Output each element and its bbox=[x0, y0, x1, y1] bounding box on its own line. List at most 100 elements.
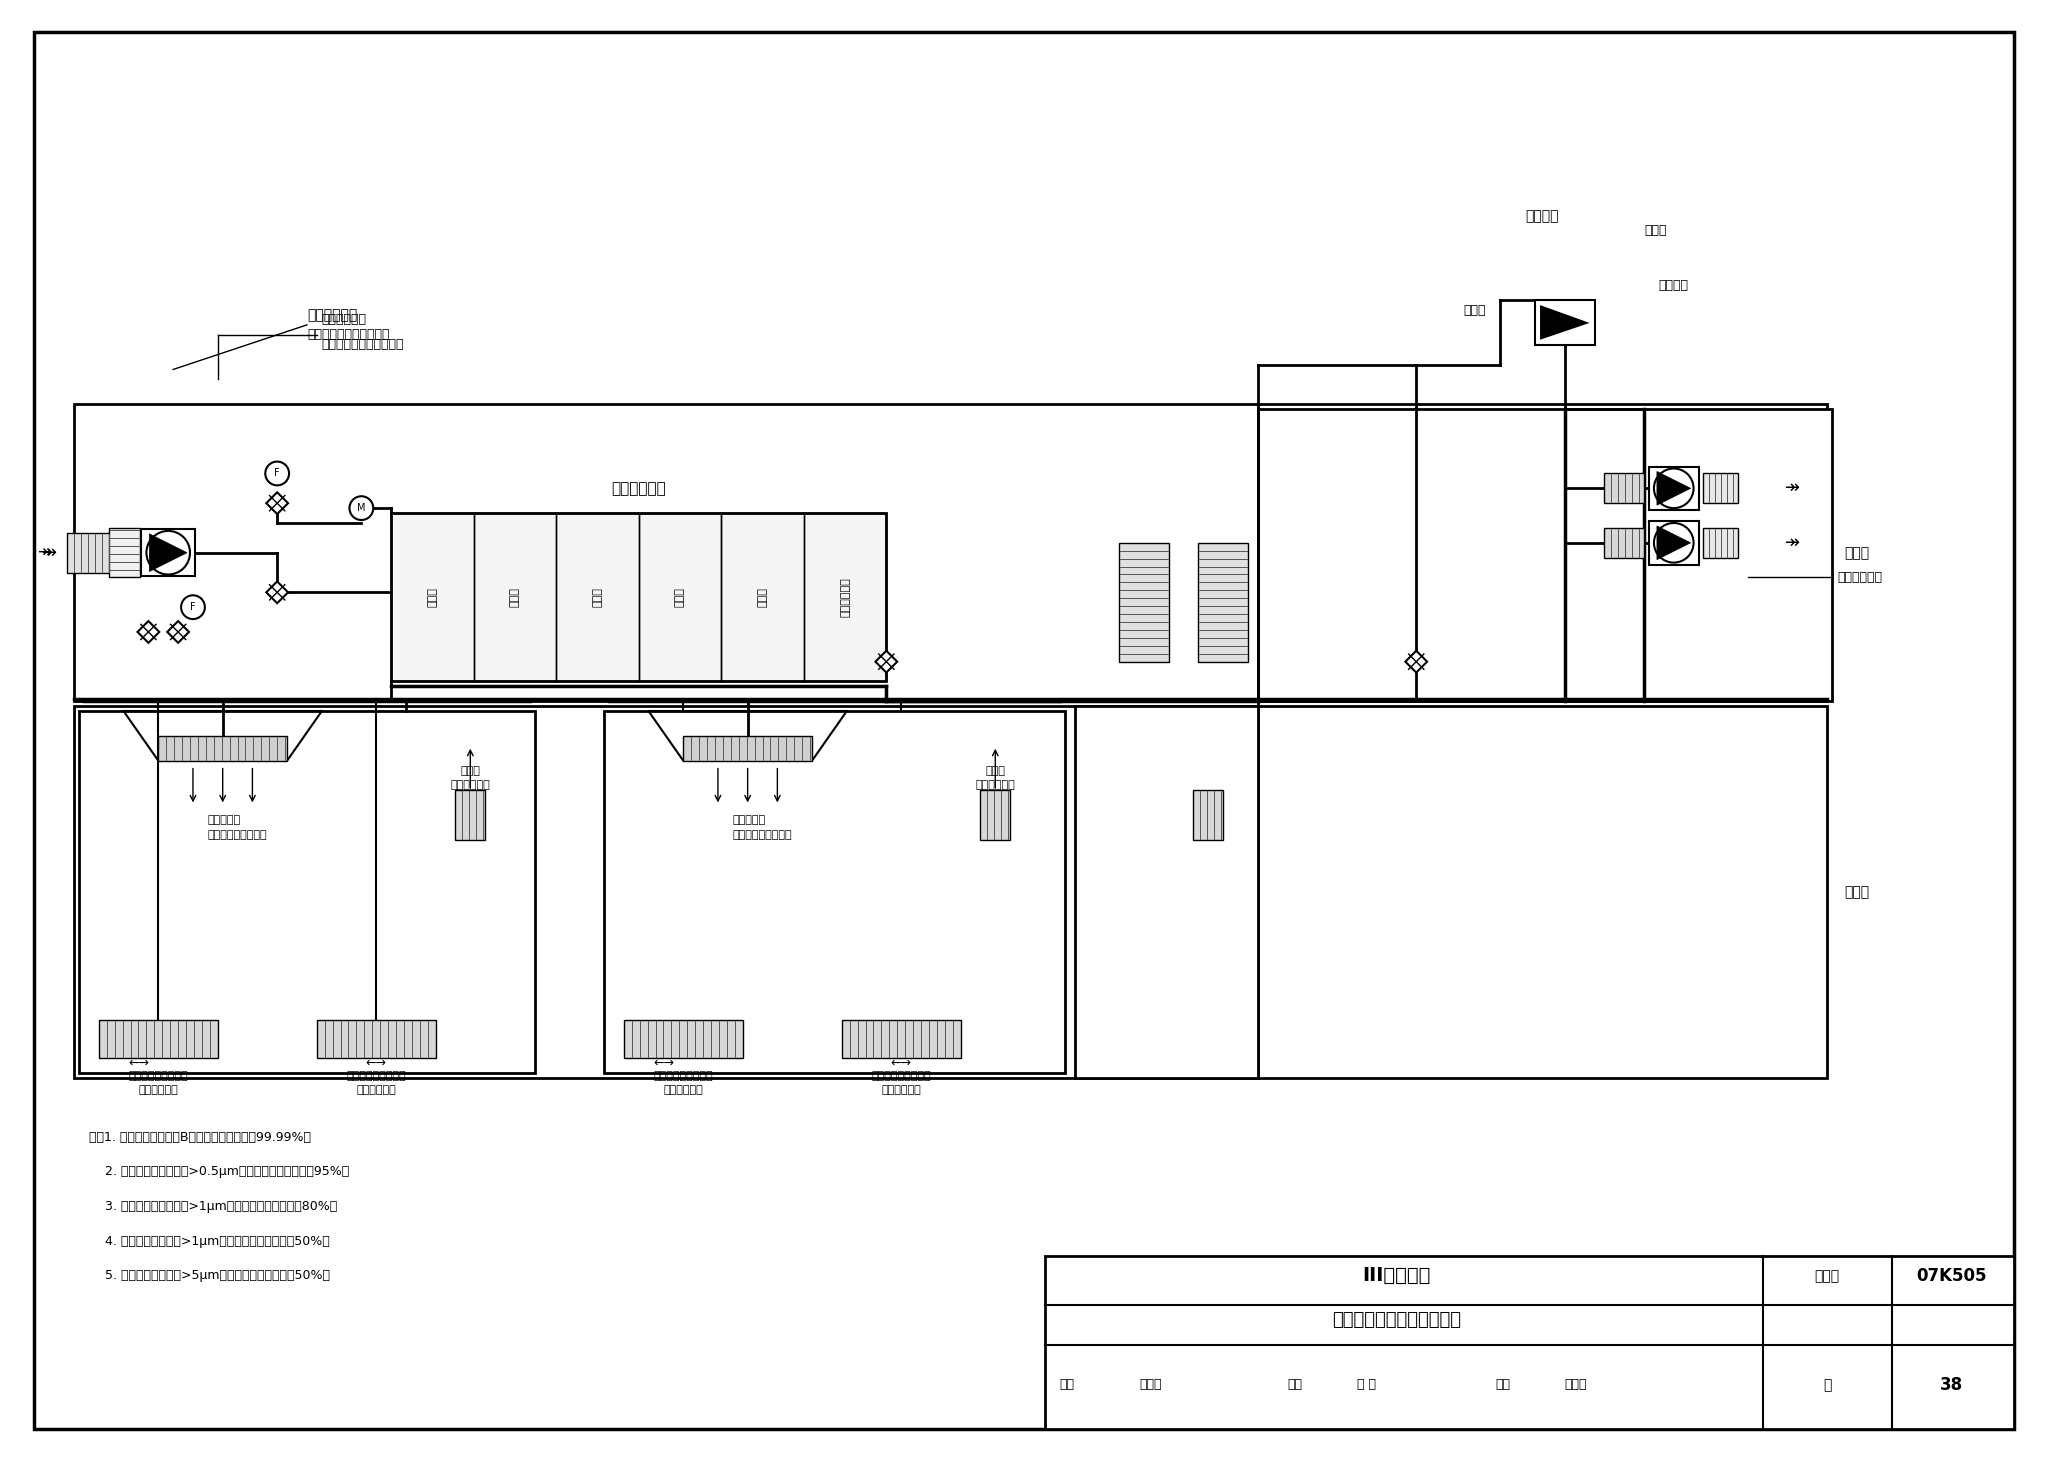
Bar bbox=[981, 790, 1010, 840]
Text: 排风口: 排风口 bbox=[985, 766, 1006, 776]
Text: 2. 亚高效过滤器效率：>0.5μm大气尘计数效率不低于95%。: 2. 亚高效过滤器效率：>0.5μm大气尘计数效率不低于95%。 bbox=[88, 1166, 350, 1178]
Text: 设计: 设计 bbox=[1495, 1378, 1511, 1391]
Circle shape bbox=[1655, 523, 1694, 562]
Bar bbox=[1198, 543, 1247, 662]
Bar bbox=[721, 513, 803, 681]
Text: 混合段: 混合段 bbox=[428, 587, 438, 608]
Text: 排风机组: 排风机组 bbox=[1659, 279, 1690, 292]
Bar bbox=[1075, 706, 1257, 1078]
Bar bbox=[1704, 473, 1739, 503]
Circle shape bbox=[1655, 469, 1694, 508]
Polygon shape bbox=[1540, 305, 1589, 340]
Text: 校对: 校对 bbox=[1288, 1378, 1303, 1391]
Text: 袁白妹: 袁白妹 bbox=[1565, 1378, 1587, 1391]
Bar bbox=[639, 513, 721, 681]
Bar bbox=[604, 712, 1065, 1072]
Text: 配中效过滤器: 配中效过滤器 bbox=[664, 1084, 702, 1094]
Text: 3. 高中效过滤器效率：>1μm大气尘计数效率不低于80%。: 3. 高中效过滤器效率：>1μm大气尘计数效率不低于80%。 bbox=[88, 1199, 338, 1213]
Polygon shape bbox=[150, 533, 186, 571]
Polygon shape bbox=[137, 621, 160, 643]
Text: ↠: ↠ bbox=[37, 543, 51, 561]
Circle shape bbox=[266, 462, 289, 485]
Text: 配中效过滤器: 配中效过滤器 bbox=[881, 1084, 922, 1094]
Text: ←→: ←→ bbox=[367, 1056, 387, 1069]
Circle shape bbox=[180, 595, 205, 619]
Text: 审核: 审核 bbox=[1059, 1378, 1075, 1391]
Text: 止回阀: 止回阀 bbox=[1645, 225, 1667, 237]
Text: 配中效过滤器: 配中效过滤器 bbox=[975, 780, 1016, 790]
Bar bbox=[158, 736, 287, 761]
Circle shape bbox=[350, 497, 373, 520]
Bar bbox=[98, 1020, 217, 1058]
Text: 4. 中效过滤器效率：>1μm大气尘计数效率不低于50%。: 4. 中效过滤器效率：>1μm大气尘计数效率不低于50%。 bbox=[88, 1235, 330, 1248]
Bar bbox=[1257, 409, 1833, 701]
Bar bbox=[391, 513, 473, 681]
Text: 回风口（配调节阀）: 回风口（配调节阀） bbox=[870, 1071, 932, 1081]
Text: 中效段: 中效段 bbox=[592, 587, 602, 608]
Bar bbox=[1044, 1256, 2013, 1429]
Text: III级手术室: III级手术室 bbox=[1362, 1267, 1432, 1286]
Bar bbox=[1194, 790, 1223, 840]
Text: 注：1. 高效过滤器效率：B类钠盐法效率不低于99.99%。: 注：1. 高效过滤器效率：B类钠盐法效率不低于99.99%。 bbox=[88, 1131, 311, 1144]
Text: ←→: ←→ bbox=[891, 1056, 911, 1069]
Text: 风机段: 风机段 bbox=[510, 587, 520, 608]
Text: 林向阳: 林向阳 bbox=[1139, 1378, 1161, 1391]
Bar bbox=[803, 513, 887, 681]
Text: 5. 粗效过滤器效率：>5μm大气尘计数效率不低于50%。: 5. 粗效过滤器效率：>5μm大气尘计数效率不低于50%。 bbox=[88, 1270, 330, 1283]
Text: 高中效过滤器: 高中效过滤器 bbox=[1837, 571, 1882, 584]
Text: ↠: ↠ bbox=[41, 543, 57, 561]
Bar bbox=[557, 513, 639, 681]
Polygon shape bbox=[168, 621, 188, 643]
Text: ↠: ↠ bbox=[1786, 479, 1800, 497]
Text: 设备层: 设备层 bbox=[1845, 546, 1870, 560]
Circle shape bbox=[145, 530, 190, 574]
Bar bbox=[74, 706, 1827, 1078]
Text: 38: 38 bbox=[1939, 1376, 1962, 1394]
Bar bbox=[1604, 473, 1645, 503]
Text: 手术室专用送风单元: 手术室专用送风单元 bbox=[733, 830, 793, 840]
Text: 止回阀: 止回阀 bbox=[1462, 304, 1485, 317]
Text: 图集号: 图集号 bbox=[1815, 1268, 1839, 1283]
Text: 黄 中: 黄 中 bbox=[1358, 1378, 1376, 1391]
Text: ←→: ←→ bbox=[653, 1056, 674, 1069]
Text: 净化进风机组: 净化进风机组 bbox=[322, 314, 367, 326]
Bar bbox=[473, 513, 557, 681]
Text: 排风机组: 排风机组 bbox=[1526, 209, 1559, 224]
Text: 加热段: 加热段 bbox=[676, 587, 684, 608]
Text: 配中效过滤器: 配中效过滤器 bbox=[451, 780, 489, 790]
Text: 07K505: 07K505 bbox=[1915, 1267, 1987, 1284]
Text: ←→: ←→ bbox=[127, 1056, 150, 1069]
Text: 回风口（配调节阀）: 回风口（配调节阀） bbox=[346, 1071, 406, 1081]
Bar bbox=[1649, 522, 1698, 564]
Text: 配粗、中、亚高效过滤器: 配粗、中、亚高效过滤器 bbox=[307, 329, 389, 342]
Text: 手术层: 手术层 bbox=[1845, 885, 1870, 900]
Text: 净化空调及排风系统流程图: 净化空调及排风系统流程图 bbox=[1331, 1312, 1460, 1330]
Text: M: M bbox=[356, 503, 367, 513]
Text: F: F bbox=[274, 469, 281, 478]
Bar bbox=[141, 529, 195, 577]
Text: 回风口（配调节阀）: 回风口（配调节阀） bbox=[653, 1071, 713, 1081]
Text: 配中效过滤器: 配中效过滤器 bbox=[356, 1084, 395, 1094]
Bar bbox=[455, 790, 485, 840]
Text: F: F bbox=[190, 602, 197, 612]
Bar bbox=[317, 1020, 436, 1058]
Bar bbox=[842, 1020, 961, 1058]
Polygon shape bbox=[874, 650, 897, 672]
Text: 页: 页 bbox=[1823, 1378, 1831, 1392]
Text: 高效过滤器: 高效过滤器 bbox=[733, 815, 766, 825]
Bar bbox=[684, 736, 813, 761]
Polygon shape bbox=[1657, 472, 1690, 506]
Text: 净化进风机组: 净化进风机组 bbox=[307, 308, 356, 321]
Text: 回风口（配调节阀）: 回风口（配调节阀） bbox=[129, 1071, 188, 1081]
Bar bbox=[109, 527, 141, 577]
Bar bbox=[625, 1020, 743, 1058]
Polygon shape bbox=[266, 492, 289, 514]
Polygon shape bbox=[266, 581, 289, 603]
Polygon shape bbox=[1405, 650, 1427, 672]
Text: 电（再）热段: 电（再）热段 bbox=[840, 577, 850, 617]
Text: ↠: ↠ bbox=[1786, 533, 1800, 552]
Text: 配粗、中、亚高效过滤器: 配粗、中、亚高效过滤器 bbox=[322, 337, 403, 351]
Text: 净化空调机组: 净化空调机组 bbox=[610, 481, 666, 495]
Bar bbox=[391, 513, 887, 681]
Text: 手术室专用送风单元: 手术室专用送风单元 bbox=[207, 830, 268, 840]
